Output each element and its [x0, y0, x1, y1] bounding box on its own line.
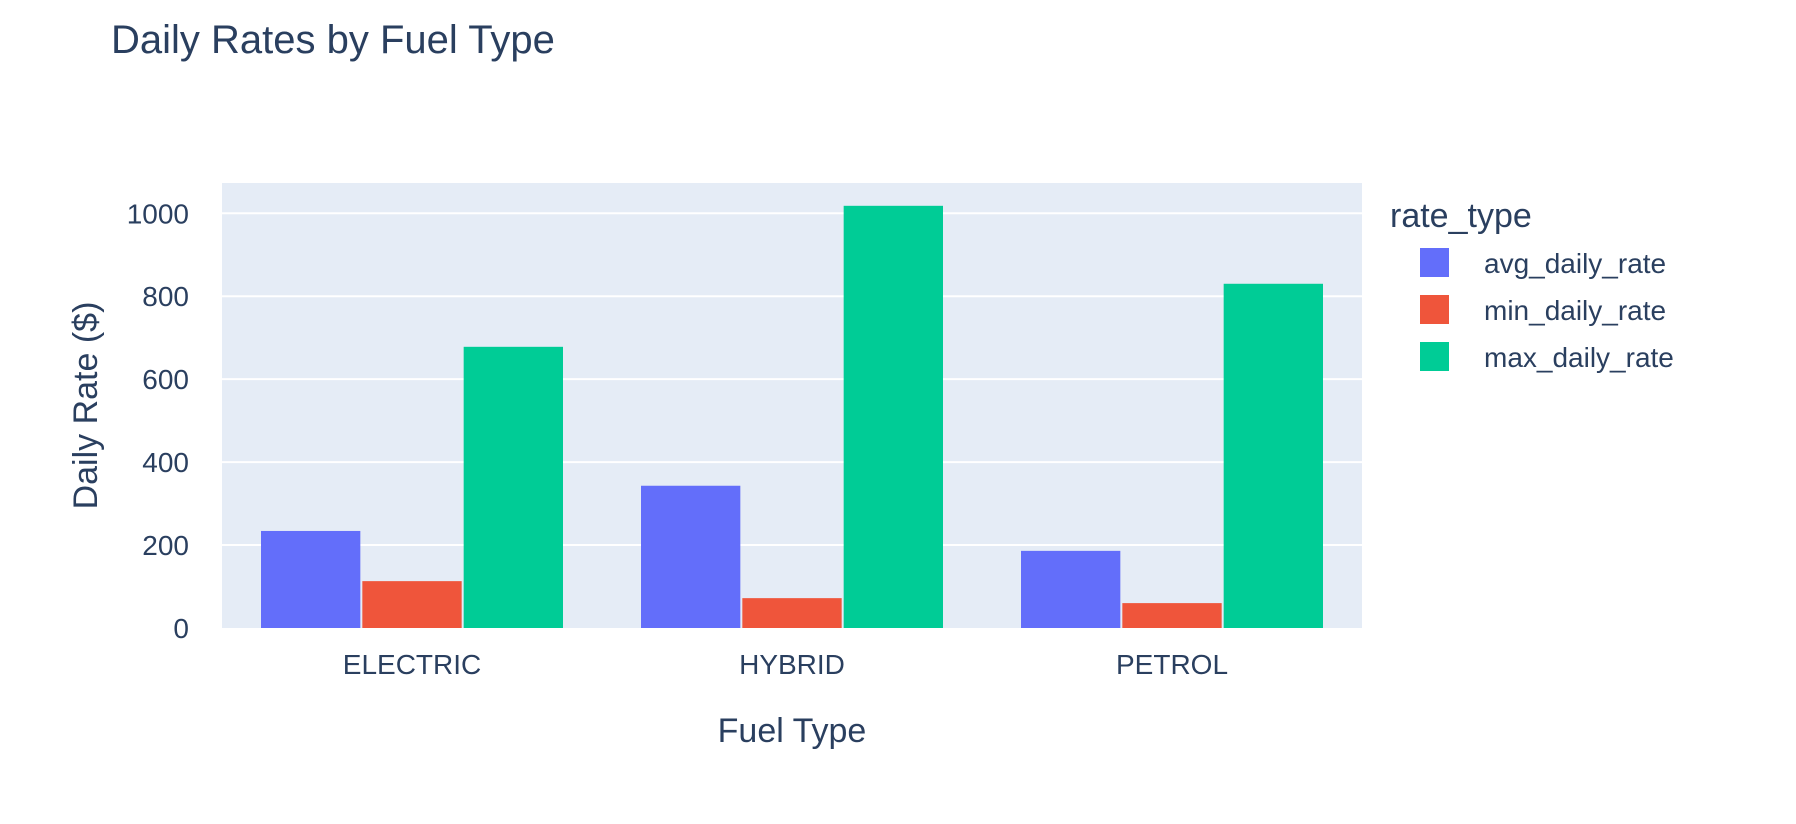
legend-item-min_daily_rate[interactable]: min_daily_rate [1420, 295, 1666, 326]
x-tick-label: PETROL [1116, 649, 1228, 680]
legend-swatch [1420, 248, 1449, 277]
gridlines [222, 212, 1362, 547]
legend-swatch [1420, 342, 1449, 371]
legend-label: avg_daily_rate [1484, 248, 1666, 279]
bar-max_daily_rate-hybrid[interactable] [843, 205, 943, 628]
x-tick-label: ELECTRIC [343, 649, 481, 680]
x-tick-label: HYBRID [739, 649, 845, 680]
y-tick-label: 200 [142, 530, 189, 561]
y-axis-title: Daily Rate ($) [67, 302, 105, 510]
legend-label: max_daily_rate [1484, 342, 1674, 373]
bar-avg_daily_rate-electric[interactable] [261, 530, 361, 628]
x-tick-labels: ELECTRIC HYBRID PETROL [343, 649, 1228, 680]
bar-max_daily_rate-petrol[interactable] [1223, 283, 1323, 628]
legend-item-avg_daily_rate[interactable]: avg_daily_rate [1420, 248, 1666, 279]
y-tick-label: 0 [173, 613, 189, 644]
y-tick-label: 800 [142, 281, 189, 312]
bars [261, 205, 1323, 628]
legend[interactable]: rate_type avg_daily_rate min_daily_ratema… [1390, 197, 1674, 373]
bar-max_daily_rate-electric[interactable] [463, 346, 563, 628]
bar-min_daily_rate-hybrid[interactable] [742, 598, 842, 628]
y-tick-label: 1000 [127, 198, 189, 229]
bar-min_daily_rate-electric[interactable] [362, 581, 462, 628]
bar-min_daily_rate-petrol[interactable] [1122, 603, 1222, 628]
y-tick-label: 600 [142, 364, 189, 395]
y-tick-label: 400 [142, 447, 189, 478]
legend-label: min_daily_rate [1484, 295, 1666, 326]
plot-background [222, 183, 1362, 628]
legend-swatch [1420, 295, 1449, 324]
y-tick-labels: 0 200 400 600 800 1000 [127, 198, 189, 644]
bar-avg_daily_rate-petrol[interactable] [1021, 550, 1121, 628]
x-axis-title: Fuel Type [718, 712, 867, 750]
legend-items[interactable]: avg_daily_rate min_daily_rate max_daily_ra… [1420, 248, 1674, 373]
legend-title: rate_type [1390, 197, 1532, 235]
legend-item-max_daily_rate[interactable]: max_daily_rate [1420, 342, 1674, 373]
bar-avg_daily_rate-hybrid[interactable] [641, 485, 741, 628]
chart-title: Daily Rates by Fuel Type [111, 18, 555, 62]
